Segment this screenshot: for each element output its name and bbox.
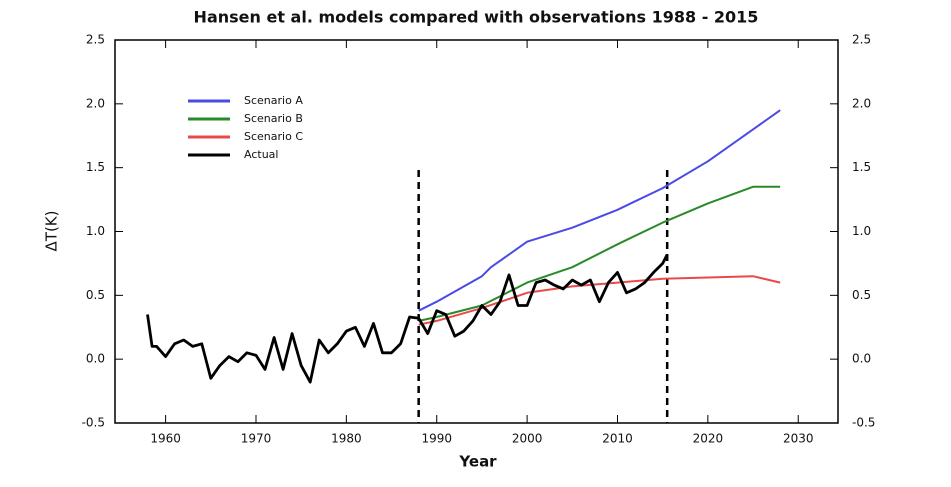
legend-label: Scenario C xyxy=(244,130,303,143)
series-line xyxy=(418,109,781,312)
y-tick-label: 0.5 xyxy=(86,288,105,302)
y2-tick-label: 0.0 xyxy=(852,352,871,366)
series-line xyxy=(418,275,781,326)
x-axis-label: Year xyxy=(458,453,497,471)
y-axis-label: ΔT(K) xyxy=(43,211,61,252)
chart-title: Hansen et al. models compared with obser… xyxy=(194,8,759,27)
y-tick-label: 2.0 xyxy=(86,96,105,110)
x-tick-label: 2020 xyxy=(693,432,724,446)
x-tick-label: 2000 xyxy=(512,432,543,446)
y2-tick-label: 0.5 xyxy=(852,288,871,302)
y2-tick-label: 1.5 xyxy=(852,160,871,174)
series-line xyxy=(418,185,781,322)
legend-label: Actual xyxy=(244,148,278,161)
y2-tick-label: 1.0 xyxy=(852,224,871,238)
x-tick-label: 1970 xyxy=(241,432,272,446)
y-tick-label: 2.5 xyxy=(86,33,105,47)
x-tick-label: 2030 xyxy=(783,432,814,446)
x-tick-label: 1990 xyxy=(421,432,452,446)
y2-tick-label: -0.5 xyxy=(852,416,875,430)
y2-tick-label: 2.5 xyxy=(852,33,871,47)
plot-frame xyxy=(114,39,839,424)
legend-label: Scenario A xyxy=(244,94,303,107)
y-tick-label: 1.5 xyxy=(86,160,105,174)
x-tick-label: 1980 xyxy=(331,432,362,446)
x-tick-label: 2010 xyxy=(602,432,633,446)
y2-tick-label: 2.0 xyxy=(852,96,871,110)
y-tick-label: -0.5 xyxy=(82,416,105,430)
x-tick-label: 1960 xyxy=(150,432,181,446)
y-tick-label: 1.0 xyxy=(86,224,105,238)
legend-label: Scenario B xyxy=(244,112,303,125)
y-tick-label: 0.0 xyxy=(86,352,105,366)
series-line xyxy=(146,253,669,384)
